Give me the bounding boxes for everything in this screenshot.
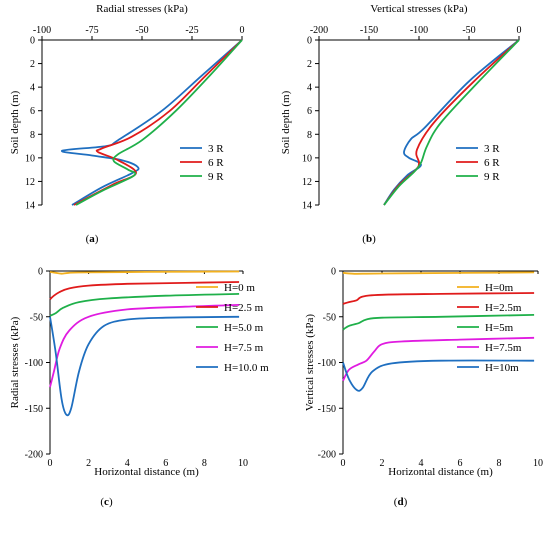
x-tick-label: 0 (48, 458, 53, 469)
series-line-b-2 (383, 39, 520, 206)
x-tick-label: -75 (85, 25, 98, 36)
x-axis-title: Horizontal distance (m) (388, 466, 493, 478)
chart-panel-c: 0 2 4 6 8 10 0 -50 -100 -150 -200 Horizontal distan… (9, 267, 269, 509)
legend-label: H=10.0 m (224, 362, 269, 374)
legend-label: 3 R (484, 143, 500, 155)
x-tick-label: 6 (163, 458, 168, 469)
legend-label: H=7.5 m (224, 342, 264, 354)
panel-letter: c (104, 496, 109, 508)
x-tick-label: -25 (185, 25, 198, 36)
x-tick-label: -100 (410, 25, 428, 36)
y-tick-label: 12 (302, 177, 312, 188)
x-tick-label: 6 (458, 458, 463, 469)
series-line-b-0 (383, 39, 520, 206)
chart-panel-b: -200 -150 -100 -50 0 0 2 4 6 8 10 12 14 Vertical stre… (280, 3, 522, 245)
legend-label: H=0m (485, 282, 514, 294)
legend-label: H=5m (485, 322, 514, 334)
legend-label: 3 R (208, 143, 224, 155)
series-line-a-0 (61, 39, 243, 206)
y-tick-label: -150 (318, 404, 336, 415)
series-line-c-4 (49, 315, 240, 417)
y-tick-label: 6 (307, 106, 312, 117)
y-tick-label: 14 (302, 201, 312, 212)
series-line-d-4 (342, 359, 535, 392)
series-line-d-2 (342, 314, 535, 331)
legend-label: H=2.5 m (224, 302, 264, 314)
panel-label: (c) (100, 496, 113, 508)
y-tick-label: 0 (30, 36, 35, 47)
x-tick-label: 10 (238, 458, 248, 469)
x-tick-label: 8 (497, 458, 502, 469)
y-tick-label: 4 (307, 83, 312, 94)
x-tick-label: 4 (125, 458, 130, 469)
x-tick-label: 10 (533, 458, 543, 469)
x-tick-label: 0 (240, 25, 245, 36)
y-tick-label: 8 (30, 130, 35, 141)
series-line-d-3 (342, 336, 535, 382)
series-line-a-2 (75, 39, 243, 206)
y-tick-label: 0 (307, 36, 312, 47)
x-axis-title: Radial stresses (kPa) (96, 3, 188, 15)
x-tick-label: 8 (202, 458, 207, 469)
x-axis-title: Horizontal distance (m) (94, 466, 199, 478)
legend-label: 6 R (208, 157, 224, 169)
x-tick-label: -100 (33, 25, 51, 36)
x-tick-label: -50 (462, 25, 475, 36)
y-axis-title: Soil depth (m) (280, 90, 292, 154)
series-line-d-1 (342, 292, 535, 305)
legend-label: H=5.0 m (224, 322, 264, 334)
series-line-d-0 (342, 271, 535, 275)
chart-panel-d: 0 2 4 6 8 10 0 -50 -100 -150 -200 Horizontal distan… (304, 267, 543, 509)
y-tick-label: 12 (25, 177, 35, 188)
legend-label: 9 R (484, 171, 500, 183)
x-tick-label: 4 (419, 458, 424, 469)
y-tick-label: 10 (302, 153, 312, 164)
y-axis-title: Vertical stresses (kPa) (304, 314, 316, 411)
x-tick-label: 2 (86, 458, 91, 469)
legend-label: H=2.5m (485, 302, 522, 314)
y-tick-label: 2 (307, 59, 312, 70)
legend-label: 9 R (208, 171, 224, 183)
panel-label: (b) (362, 233, 376, 245)
x-tick-label: 0 (517, 25, 522, 36)
x-tick-label: 0 (341, 458, 346, 469)
y-tick-label: 2 (30, 59, 35, 70)
y-tick-label: -50 (30, 312, 43, 323)
y-tick-label: 4 (30, 83, 35, 94)
y-tick-label: 0 (331, 267, 336, 278)
y-tick-label: 14 (25, 201, 35, 212)
legend-label: H=10m (485, 362, 519, 374)
y-tick-label: -200 (25, 450, 43, 461)
series-line-c-3 (49, 304, 240, 388)
legend-label: H=7.5m (485, 342, 522, 354)
y-tick-label: -100 (25, 358, 43, 369)
x-tick-label: 2 (380, 458, 385, 469)
y-tick-label: -150 (25, 404, 43, 415)
panel-letter: a (89, 233, 95, 245)
series-line-c-2 (49, 293, 240, 317)
panel-letter: d (397, 496, 403, 508)
x-tick-label: -150 (360, 25, 378, 36)
x-tick-label: -200 (310, 25, 328, 36)
y-tick-label: 10 (25, 153, 35, 164)
chart-panel-a: -100 -75 -50 -25 0 0 2 4 6 8 10 12 14 Radial stresses… (9, 3, 245, 245)
y-tick-label: -200 (318, 450, 336, 461)
y-axis-title: Soil depth (m) (9, 90, 21, 154)
y-tick-label: 8 (307, 130, 312, 141)
panel-letter: b (366, 233, 372, 245)
y-tick-label: -50 (323, 312, 336, 323)
x-tick-label: -50 (135, 25, 148, 36)
y-tick-label: 0 (38, 267, 43, 278)
panel-label: (a) (86, 233, 99, 245)
x-axis-title: Vertical stresses (kPa) (370, 3, 467, 15)
legend-label: H=0 m (224, 282, 255, 294)
y-tick-label: -100 (318, 358, 336, 369)
y-axis-title: Radial stresses (kPa) (9, 316, 21, 408)
panel-label: (d) (394, 496, 408, 508)
series-line-c-1 (49, 281, 240, 301)
series-line-c-0 (49, 270, 240, 275)
y-tick-label: 6 (30, 106, 35, 117)
legend-label: 6 R (484, 157, 500, 169)
